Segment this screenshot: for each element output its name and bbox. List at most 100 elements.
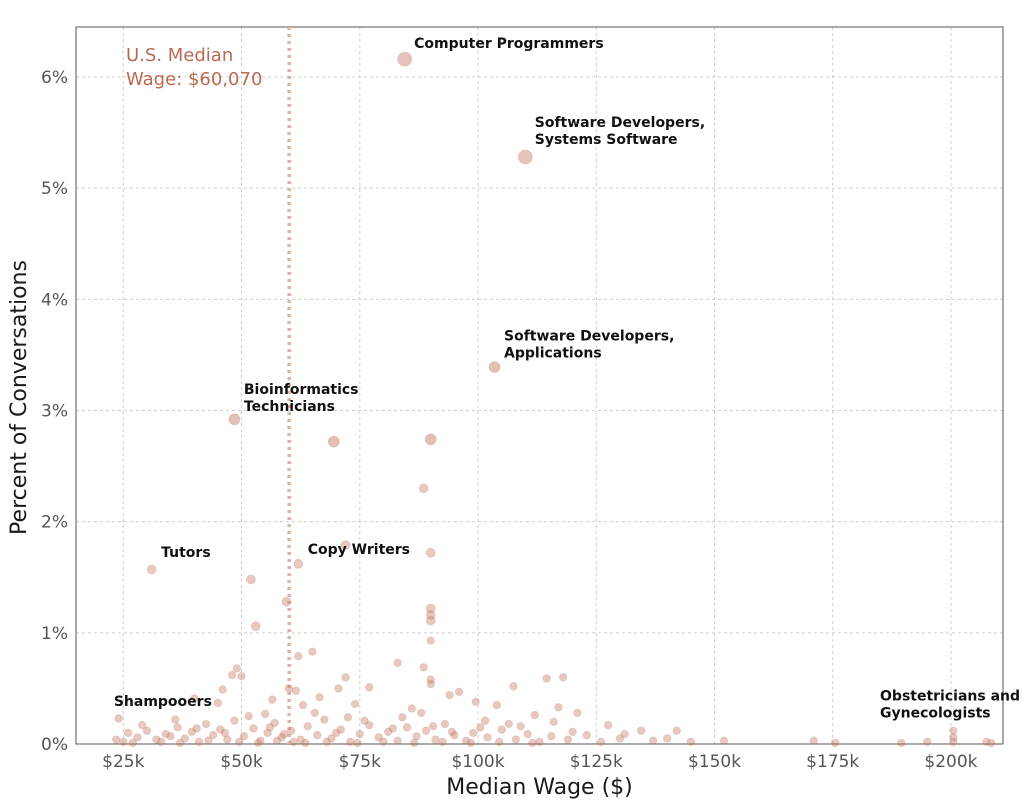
data-point (218, 685, 227, 694)
data-point (425, 603, 436, 614)
data-point (334, 684, 343, 693)
data-point (260, 709, 270, 719)
data-point (986, 738, 996, 748)
x-tick-label: $125k (570, 752, 623, 772)
data-point (425, 610, 436, 621)
data-point (244, 711, 253, 721)
data-point (364, 720, 374, 730)
data-point (123, 728, 133, 738)
data-point (582, 730, 592, 740)
data-point (949, 737, 958, 747)
x-tick-label: $75k (339, 752, 381, 772)
point-annotation-line: Gynecologists (880, 706, 991, 722)
data-point (331, 728, 341, 738)
data-point (245, 574, 256, 585)
data-point (393, 736, 402, 745)
point-annotation-line: Bioinformatics (244, 382, 359, 398)
data-point (383, 727, 393, 737)
data-point (312, 730, 322, 740)
data-point (194, 737, 204, 747)
data-point (215, 725, 225, 734)
data-point (250, 621, 261, 632)
data-point (897, 738, 906, 748)
data-point (272, 736, 282, 745)
data-point (492, 700, 502, 710)
x-tick-label: $150k (688, 752, 741, 772)
x-tick-label: $50k (220, 752, 262, 772)
data-point (310, 708, 320, 718)
data-point (504, 719, 514, 729)
data-point (494, 737, 504, 747)
point-annotation-line: Copy Writers (308, 542, 410, 558)
data-point (530, 710, 540, 720)
point-annotation: Tutors (161, 545, 211, 561)
point-annotation: Software Developers, Systems Software (535, 115, 705, 148)
data-point (379, 737, 388, 747)
point-annotation-line: Applications (504, 345, 602, 361)
data-point (187, 727, 197, 737)
data-point (279, 729, 289, 739)
data-point (438, 737, 447, 747)
point-annotation: Copy Writers (308, 542, 410, 558)
point-annotation: Bioinformatics Technicians (244, 382, 359, 415)
data-point (488, 361, 501, 374)
point-annotation-line: Systems Software (535, 132, 678, 148)
data-point (286, 726, 296, 735)
x-tick-label: $175k (806, 752, 859, 772)
data-point (281, 596, 292, 607)
data-point (425, 547, 436, 558)
data-point (267, 695, 277, 704)
y-tick-label: 5% (41, 179, 68, 199)
point-annotation-line: Software Developers, (535, 115, 705, 131)
data-point (374, 733, 383, 742)
data-point (293, 558, 304, 569)
point-annotation: Shampooers (114, 694, 212, 710)
data-point (270, 718, 279, 728)
point-annotation: Computer Programmers (414, 36, 603, 52)
data-point (648, 736, 658, 745)
data-point (114, 714, 123, 723)
data-point (364, 683, 374, 692)
data-point (445, 690, 454, 700)
data-point (353, 738, 362, 748)
data-point (298, 700, 308, 710)
data-point (189, 694, 199, 703)
point-annotations: Computer Programmers Software Developers,… (114, 36, 1020, 722)
data-point (686, 737, 696, 747)
data-point (327, 435, 340, 448)
data-point (425, 615, 436, 626)
x-tick-labels: $25k $50k $75k $100k $125k $150k $175k $200k (102, 752, 978, 772)
data-point (421, 726, 431, 735)
data-point (293, 651, 303, 661)
data-point (360, 716, 369, 725)
data-point (320, 715, 329, 724)
data-point (237, 671, 246, 681)
data-point (232, 664, 242, 673)
data-point (620, 729, 629, 739)
data-point (265, 723, 275, 732)
data-point (542, 674, 551, 683)
data-point (303, 721, 313, 731)
data-point (118, 737, 128, 747)
data-point (146, 564, 157, 575)
data-point (230, 716, 239, 725)
data-point (416, 708, 426, 718)
y-axis-title: Percent of Conversations (7, 260, 32, 535)
data-point (220, 728, 230, 738)
data-point (480, 716, 490, 725)
median-wage-label: U.S. Median Wage: $60,070 (126, 45, 262, 90)
data-point (568, 727, 577, 737)
data-points (111, 51, 996, 748)
point-annotation-line: Obstetricians and (880, 689, 1020, 705)
data-point (239, 731, 249, 741)
data-point (208, 730, 218, 740)
x-tick-label: $25k (102, 752, 144, 772)
data-point (497, 725, 506, 734)
x-tick-label: $200k (924, 752, 977, 772)
data-point (340, 540, 351, 551)
data-point (424, 433, 437, 446)
data-point (450, 730, 459, 740)
data-point (426, 679, 436, 689)
data-point (471, 697, 480, 707)
data-point (615, 734, 625, 743)
